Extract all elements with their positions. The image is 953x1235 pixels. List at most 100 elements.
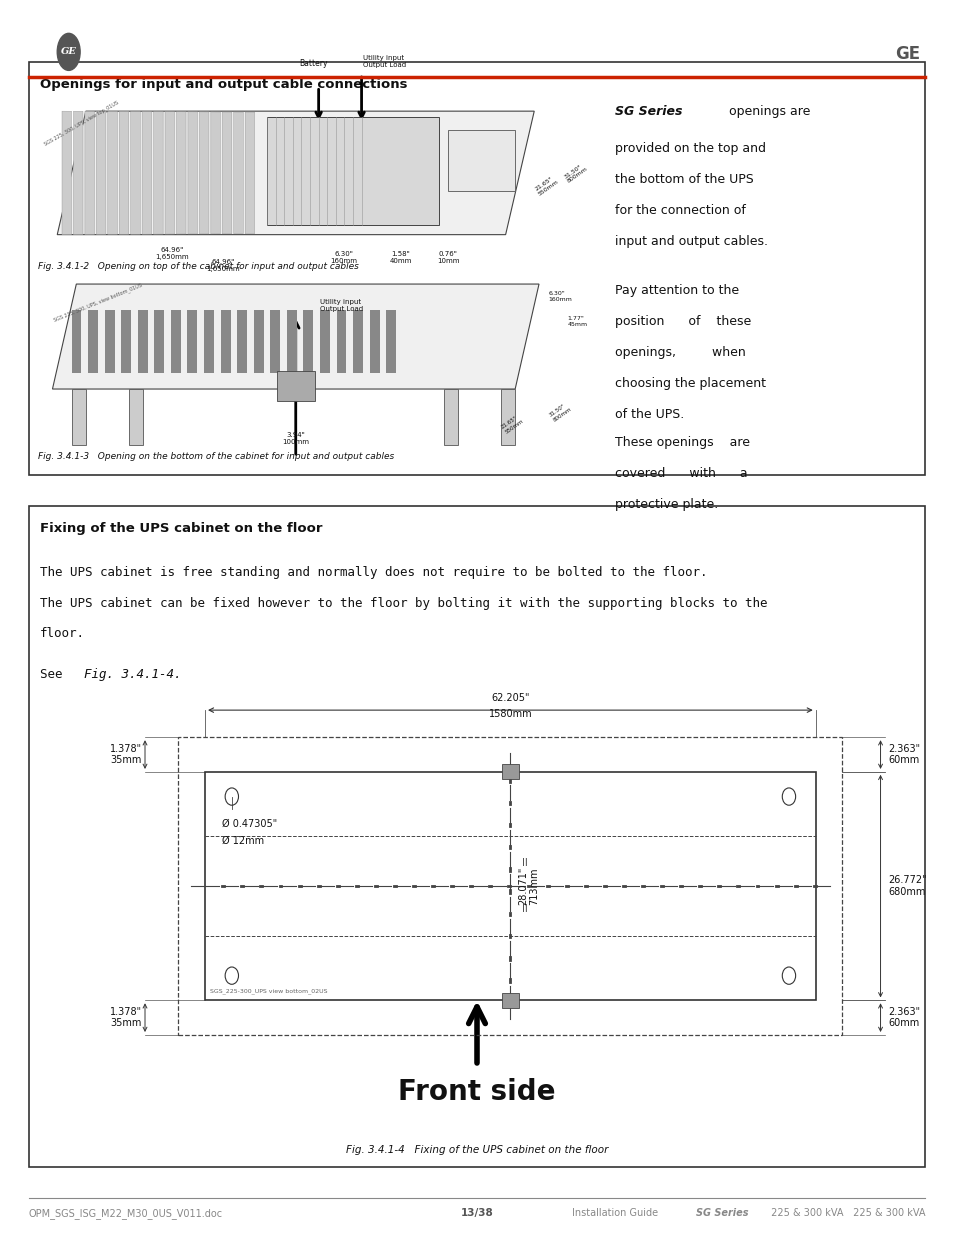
Bar — [287, 310, 296, 373]
Text: 0.76"
10mm: 0.76" 10mm — [436, 251, 459, 264]
Polygon shape — [142, 111, 152, 235]
Text: 3.94"
100mm: 3.94" 100mm — [282, 432, 309, 446]
Bar — [386, 310, 395, 373]
Text: GE: GE — [895, 46, 920, 63]
Polygon shape — [108, 111, 117, 235]
Polygon shape — [73, 111, 83, 235]
Polygon shape — [119, 111, 129, 235]
Bar — [501, 993, 518, 1008]
Text: 21.65"
550mm: 21.65" 550mm — [500, 414, 524, 435]
Bar — [276, 370, 314, 401]
Polygon shape — [131, 111, 140, 235]
Ellipse shape — [59, 37, 78, 67]
Text: See: See — [40, 668, 70, 682]
Text: openings are: openings are — [724, 105, 809, 119]
Text: Fig. 3.4.1-4.: Fig. 3.4.1-4. — [84, 668, 181, 682]
Text: SG Series: SG Series — [696, 1208, 748, 1218]
Text: II: II — [521, 904, 527, 914]
Polygon shape — [153, 111, 163, 235]
Text: Fixing of the UPS cabinet on the floor: Fixing of the UPS cabinet on the floor — [40, 522, 322, 536]
Bar — [171, 310, 181, 373]
Text: Ø 0.47305": Ø 0.47305" — [222, 819, 277, 829]
Text: 2.363"
60mm: 2.363" 60mm — [887, 743, 920, 766]
Text: Pay attention to the: Pay attention to the — [615, 284, 739, 298]
Text: for the connection of: for the connection of — [615, 204, 745, 217]
Text: 28.071"
713mm: 28.071" 713mm — [517, 867, 539, 905]
Bar — [267, 117, 438, 225]
Text: 64.96"
1,650mm: 64.96" 1,650mm — [154, 247, 189, 261]
Text: 31.50"
800mm: 31.50" 800mm — [562, 162, 588, 184]
Text: OPM_SGS_ISG_M22_M30_0US_V011.doc: OPM_SGS_ISG_M22_M30_0US_V011.doc — [29, 1208, 222, 1219]
Text: covered      with      a: covered with a — [615, 467, 747, 480]
Bar — [105, 310, 114, 373]
Text: of the UPS.: of the UPS. — [615, 408, 684, 421]
Text: SGS 225, 300, UPS, view bottom_01US: SGS 225, 300, UPS, view bottom_01US — [52, 282, 142, 324]
Text: 1580mm: 1580mm — [488, 709, 532, 719]
Bar — [71, 310, 81, 373]
Ellipse shape — [58, 36, 79, 69]
Text: 225 & 300 kVA: 225 & 300 kVA — [849, 1208, 924, 1218]
Text: 26.772"
680mm: 26.772" 680mm — [887, 876, 925, 897]
Text: 31.50"
800mm: 31.50" 800mm — [548, 401, 572, 422]
Text: 6.30"
160mm: 6.30" 160mm — [548, 291, 572, 301]
Polygon shape — [199, 112, 209, 233]
Bar — [88, 310, 98, 373]
Bar — [443, 389, 457, 445]
Text: Battery: Battery — [299, 59, 328, 68]
Bar — [71, 389, 86, 445]
Text: Fig. 3.4.1-2   Opening on top of the cabinet for input and output cables: Fig. 3.4.1-2 Opening on top of the cabin… — [38, 262, 358, 270]
Text: Ø 12mm: Ø 12mm — [222, 836, 264, 846]
Bar — [319, 310, 330, 373]
Text: II: II — [521, 858, 527, 868]
Polygon shape — [62, 111, 71, 235]
Bar — [501, 764, 518, 779]
Text: 6.30"
160mm: 6.30" 160mm — [330, 251, 356, 264]
Bar — [270, 310, 280, 373]
Text: 1.58"
40mm: 1.58" 40mm — [389, 251, 412, 264]
Bar — [205, 772, 815, 1000]
Polygon shape — [52, 284, 538, 389]
Text: GE: GE — [61, 47, 76, 57]
Polygon shape — [245, 112, 254, 233]
Text: 64.96"
1,650mm: 64.96" 1,650mm — [206, 258, 239, 272]
Bar — [178, 737, 841, 1035]
Text: 1.378"
35mm: 1.378" 35mm — [110, 1007, 142, 1029]
Text: 225 & 300 kVA: 225 & 300 kVA — [767, 1208, 842, 1218]
Text: input and output cables.: input and output cables. — [615, 235, 767, 248]
Text: 1.77"
45mm: 1.77" 45mm — [567, 316, 587, 326]
Bar — [353, 310, 363, 373]
Bar — [188, 310, 197, 373]
Bar — [204, 310, 213, 373]
Bar — [121, 310, 131, 373]
FancyBboxPatch shape — [29, 62, 924, 475]
Text: 62.205": 62.205" — [491, 693, 529, 703]
Ellipse shape — [57, 33, 80, 70]
Bar — [303, 310, 313, 373]
Bar — [154, 310, 164, 373]
Text: Fig. 3.4.1-3   Opening on the bottom of the cabinet for input and output cables: Fig. 3.4.1-3 Opening on the bottom of th… — [38, 452, 394, 461]
Polygon shape — [57, 111, 534, 235]
Text: the bottom of the UPS: the bottom of the UPS — [615, 173, 753, 186]
Polygon shape — [188, 112, 197, 233]
Text: 13/38: 13/38 — [460, 1208, 493, 1218]
Text: Utility input
Output Load: Utility input Output Load — [319, 299, 362, 311]
Bar — [129, 389, 143, 445]
Bar — [237, 310, 247, 373]
Text: choosing the placement: choosing the placement — [615, 377, 765, 390]
Bar — [137, 310, 148, 373]
Text: Fig. 3.4.1-4   Fixing of the UPS cabinet on the floor: Fig. 3.4.1-4 Fixing of the UPS cabinet o… — [345, 1145, 608, 1155]
Text: Utility input
Output Load: Utility input Output Load — [363, 54, 406, 68]
Text: SG Series: SG Series — [615, 105, 682, 119]
Polygon shape — [176, 112, 186, 235]
FancyBboxPatch shape — [29, 506, 924, 1167]
Bar — [253, 310, 263, 373]
Polygon shape — [211, 112, 220, 233]
Text: The UPS cabinet can be fixed however to the floor by bolting it with the support: The UPS cabinet can be fixed however to … — [40, 597, 767, 610]
Text: SGS_225-300_UPS view bottom_02US: SGS_225-300_UPS view bottom_02US — [210, 988, 327, 994]
Polygon shape — [222, 112, 232, 233]
Text: provided on the top and: provided on the top and — [615, 142, 765, 156]
Text: openings,         when: openings, when — [615, 346, 745, 359]
Text: 2.363"
60mm: 2.363" 60mm — [887, 1007, 920, 1029]
Polygon shape — [85, 111, 94, 235]
Text: protective plate.: protective plate. — [615, 498, 718, 511]
